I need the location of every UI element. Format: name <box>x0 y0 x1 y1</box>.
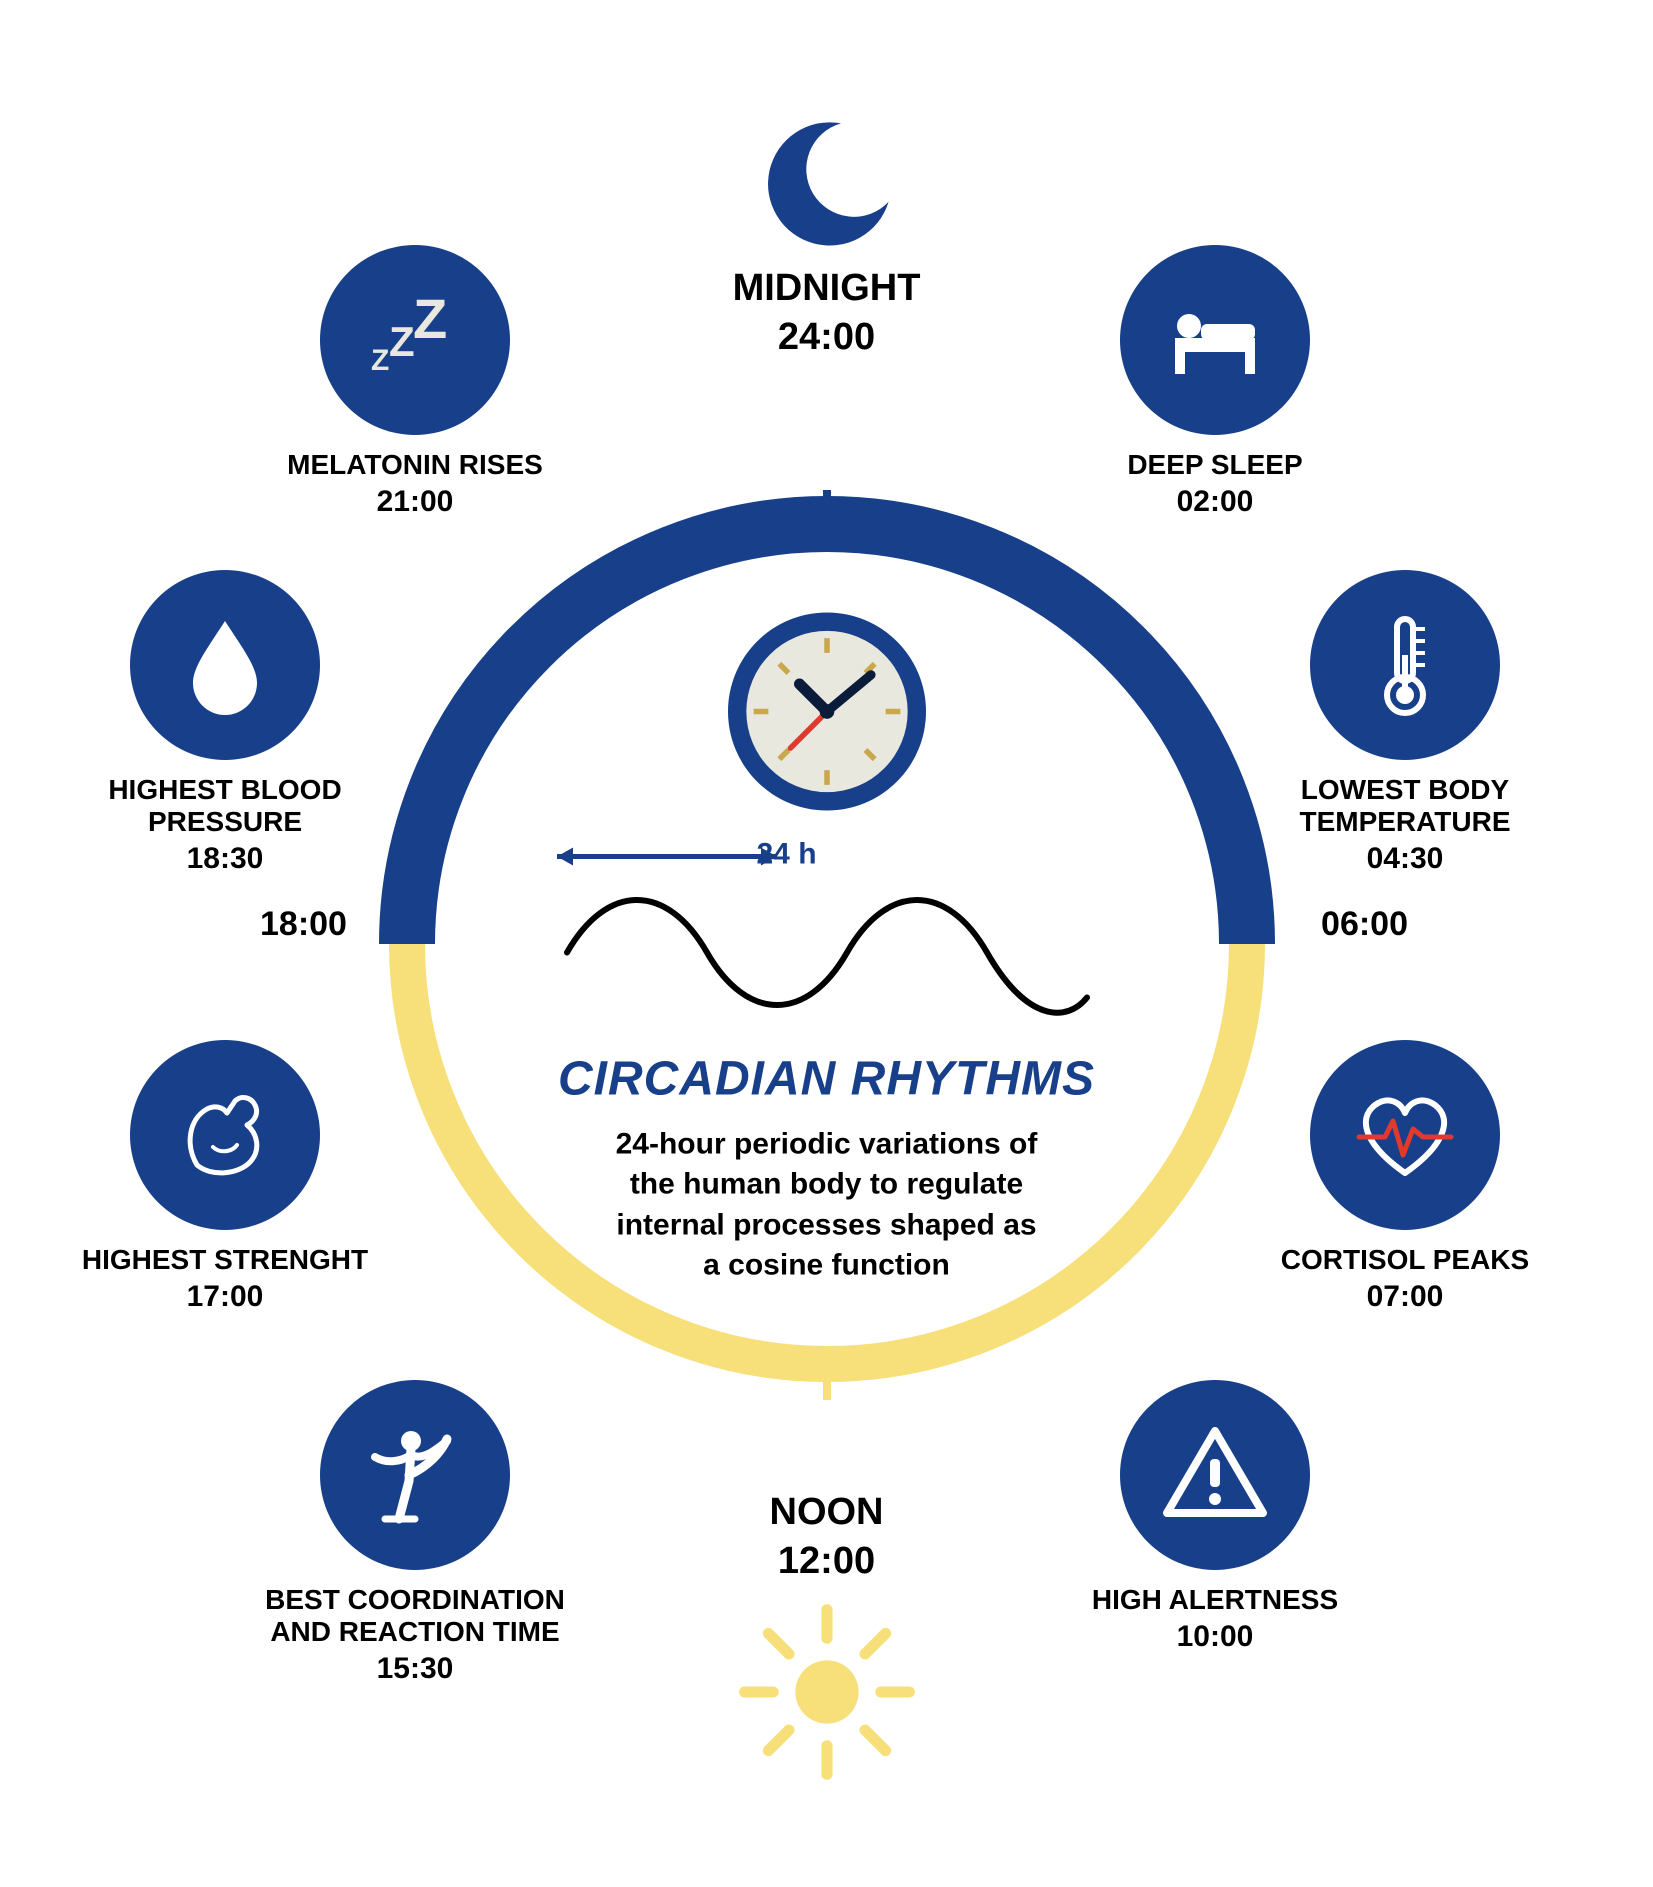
center-content: 24 h CIRCADIAN RHYTHMS 24-hour periodic … <box>467 601 1187 1286</box>
thermometer-icon <box>1310 570 1500 760</box>
node-time: 18:30 <box>65 842 385 876</box>
node-time: 02:00 <box>1055 485 1375 519</box>
midnight-label: MIDNIGHT <box>627 267 1027 310</box>
main-subtitle: 24-hour periodic variations of the human… <box>467 1124 1187 1286</box>
node-time: 04:30 <box>1245 842 1565 876</box>
node-label: CORTISOL PEAKS <box>1245 1244 1565 1276</box>
node-label: BEST COORDINATION AND REACTION TIME <box>255 1584 575 1648</box>
node-label: HIGHEST BLOOD PRESSURE <box>65 774 385 838</box>
node-time: 21:00 <box>255 485 575 519</box>
node-time: 10:00 <box>1055 1620 1375 1654</box>
node-cortisol: CORTISOL PEAKS 07:00 <box>1245 1040 1565 1314</box>
node-alertness: HIGH ALERTNESS 10:00 <box>1055 1380 1375 1654</box>
moon-icon <box>757 115 897 255</box>
marker-1800: 18:00 <box>260 905 347 944</box>
node-label: DEEP SLEEP <box>1055 449 1375 481</box>
dancer-icon <box>320 1380 510 1570</box>
svg-text:Z: Z <box>389 318 415 365</box>
midnight-time: 24:00 <box>627 316 1027 359</box>
heart-icon <box>1310 1040 1500 1230</box>
node-deep_sleep: DEEP SLEEP 02:00 <box>1055 245 1375 519</box>
node-label: LOWEST BODY TEMPERATURE <box>1245 774 1565 838</box>
midnight-block: MIDNIGHT 24:00 <box>627 115 1027 359</box>
node-time: 17:00 <box>65 1280 385 1314</box>
alert-icon <box>1120 1380 1310 1570</box>
wave-period-label: 24 h <box>387 837 1187 871</box>
svg-text:Z: Z <box>371 344 389 377</box>
noon-time: 12:00 <box>627 1540 1027 1583</box>
node-coordination: BEST COORDINATION AND REACTION TIME 15:30 <box>255 1380 575 1686</box>
node-melatonin: Z Z Z MELATONIN RISES 21:00 <box>255 245 575 519</box>
node-label: HIGHEST STRENGHT <box>65 1244 385 1276</box>
muscle-icon <box>130 1040 320 1230</box>
main-title: CIRCADIAN RHYTHMS <box>467 1051 1187 1106</box>
cosine-wave-icon <box>547 877 1107 1027</box>
node-label: HIGH ALERTNESS <box>1055 1584 1375 1616</box>
node-time: 15:30 <box>255 1652 575 1686</box>
marker-0600: 06:00 <box>1321 905 1408 944</box>
noon-label: NOON <box>627 1491 1027 1534</box>
svg-text:Z: Z <box>413 287 447 350</box>
bed-icon <box>1120 245 1310 435</box>
sun-icon <box>732 1597 922 1787</box>
node-time: 07:00 <box>1245 1280 1565 1314</box>
drop-icon <box>130 570 320 760</box>
node-lowest_temp: LOWEST BODY TEMPERATURE 04:30 <box>1245 570 1565 876</box>
node-bp: HIGHEST BLOOD PRESSURE 18:30 <box>65 570 385 876</box>
noon-block: NOON 12:00 <box>627 1491 1027 1787</box>
zzz-icon: Z Z Z <box>320 245 510 435</box>
clock-icon <box>717 601 937 821</box>
node-label: MELATONIN RISES <box>255 449 575 481</box>
node-strength: HIGHEST STRENGHT 17:00 <box>65 1040 385 1314</box>
